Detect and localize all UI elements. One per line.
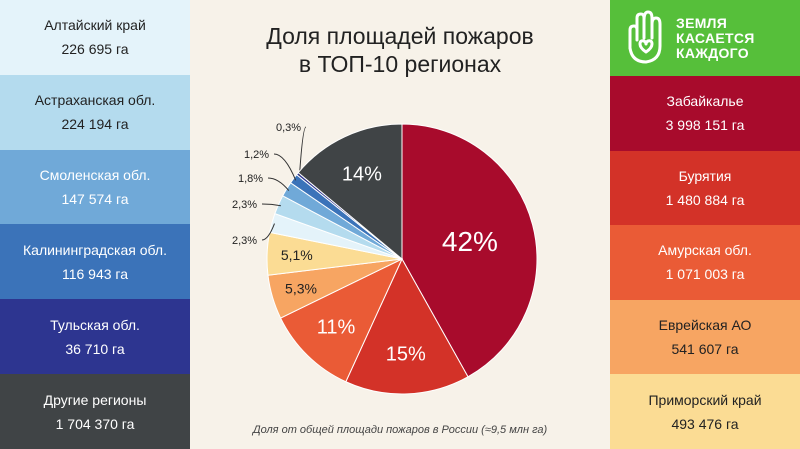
region-area: 147 574 га xyxy=(61,191,129,208)
pie-slice xyxy=(401,123,538,378)
region-name: Другие регионы xyxy=(43,391,147,408)
chart-caption: Доля от общей площади пожаров в России (… xyxy=(252,424,548,436)
region-area: 1 704 370 га xyxy=(55,415,135,432)
region-name: Алтайский край xyxy=(44,17,146,34)
region-area: 226 695 га xyxy=(61,41,129,58)
left-region-tile: Другие регионы 1 704 370 га xyxy=(0,374,190,449)
region-name: Бурятия xyxy=(678,167,732,184)
region-name: Смоленская обл. xyxy=(39,167,151,184)
region-area: 541 607 га xyxy=(671,341,739,358)
pie-leader-line xyxy=(267,177,290,191)
right-region-tile: Забайкалье 3 998 151 га xyxy=(610,76,800,151)
logo: ЗЕМЛЯ КАСАЕТСЯ КАЖДОГО xyxy=(610,0,800,76)
logo-line-2: КАСАЕТСЯ xyxy=(676,30,755,46)
region-name: Тульская обл. xyxy=(50,316,140,333)
hand-heart-icon xyxy=(628,10,662,64)
pie-slice-label: 11% xyxy=(317,317,356,339)
pie-slice-label: 2,3% xyxy=(232,235,257,247)
region-name: Приморский край xyxy=(648,391,762,408)
region-area: 116 943 га xyxy=(61,265,129,282)
pie-leader-line xyxy=(261,203,281,207)
chart-title: Доля площадей пожаров в ТОП-10 регионах xyxy=(190,22,610,78)
left-region-tile: Астраханская обл. 224 194 га xyxy=(0,74,190,150)
left-region-tile: Тульская обл. 36 710 га xyxy=(0,299,190,375)
right-region-column: ЗЕМЛЯ КАСАЕТСЯ КАЖДОГО Забайкалье 3 998 1… xyxy=(610,0,800,449)
pie-slice xyxy=(297,123,403,261)
region-area: 1 071 003 га xyxy=(665,266,745,283)
region-area: 36 710 га xyxy=(65,340,125,357)
pie-slice xyxy=(279,257,404,383)
pie-leader-line xyxy=(261,223,275,241)
left-region-tile: Калининградская обл. 116 943 га xyxy=(0,224,190,300)
region-name: Забайкалье xyxy=(666,93,744,110)
pie-slice-label: 15% xyxy=(386,343,426,365)
pie-slice-label: 1,2% xyxy=(244,149,269,161)
chart-title-line-2: в ТОП-10 регионах xyxy=(298,51,502,77)
left-region-tile: Алтайский край 226 695 га xyxy=(0,0,190,75)
pie-slice-label: 0,3% xyxy=(276,122,301,134)
pie-slice-label: 5,3% xyxy=(285,281,317,297)
chart-title-line-1: Доля площадей пожаров xyxy=(266,23,534,49)
region-name: Калининградская обл. xyxy=(23,241,167,258)
pie-slice-label: 2,3% xyxy=(232,199,257,211)
right-region-tile: Амурская обл. 1 071 003 га xyxy=(610,225,800,300)
pie-leader-line xyxy=(299,126,307,176)
pie-slice-label: 5,1% xyxy=(281,247,313,263)
region-area: 1 480 884 га xyxy=(665,191,745,208)
region-area: 3 998 151 га xyxy=(665,117,745,134)
left-region-column: Алтайский край 226 695 га Астраханская обл… xyxy=(0,0,190,449)
right-region-tile: Еврейская АО 541 607 га xyxy=(610,299,800,375)
logo-line-1: ЗЕМЛЯ xyxy=(676,15,728,31)
pie-slice-label: 42% xyxy=(442,226,498,257)
region-area: 493 476 га xyxy=(671,415,739,432)
region-name: Еврейская АО xyxy=(658,317,752,334)
region-area: 224 194 га xyxy=(61,116,129,133)
logo-line-3: КАЖДОГО xyxy=(676,45,749,61)
right-region-tile: Бурятия 1 480 884 га xyxy=(610,150,800,226)
pie-slice-label: 14% xyxy=(342,163,382,185)
region-name: Астраханская обл. xyxy=(34,92,156,109)
region-name: Амурская обл. xyxy=(658,242,752,259)
pie-slice-label: 1,8% xyxy=(238,173,263,185)
right-region-tile: Приморский край 493 476 га xyxy=(610,374,800,449)
pie-leader-line xyxy=(273,153,297,181)
left-region-tile: Смоленская обл. 147 574 га xyxy=(0,149,190,225)
pie-slice xyxy=(345,257,469,395)
